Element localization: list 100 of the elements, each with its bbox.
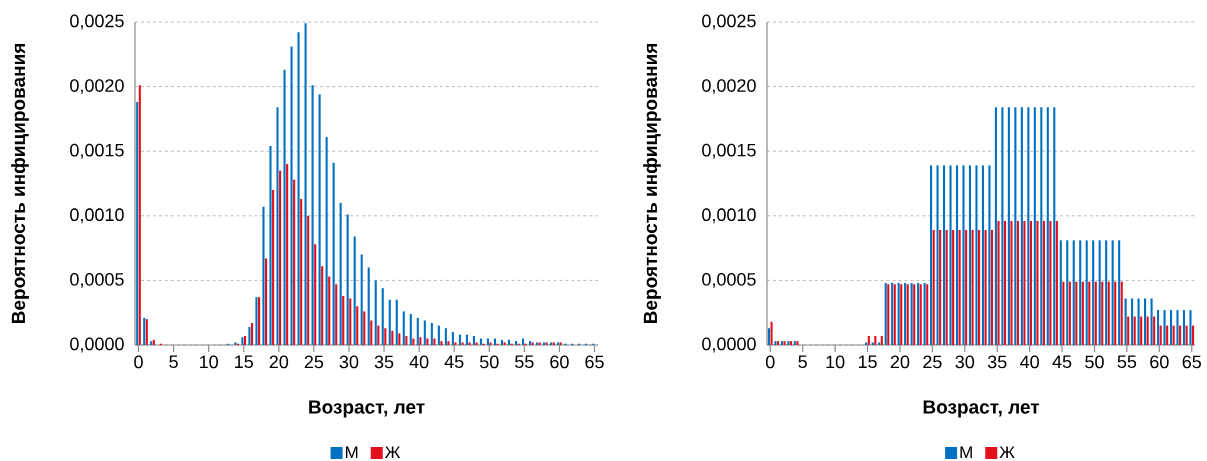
bar — [370, 320, 373, 345]
bar — [942, 165, 946, 345]
y-tick-label: 0,0000 — [702, 337, 756, 353]
bar — [332, 162, 335, 345]
bar — [314, 244, 317, 345]
bar — [1150, 298, 1153, 345]
bar — [968, 165, 972, 345]
bar — [1046, 107, 1049, 345]
bar — [419, 337, 422, 345]
x-tick-label: 0 — [134, 355, 143, 369]
bar — [451, 332, 454, 345]
bar — [1055, 220, 1058, 345]
bar — [1127, 316, 1130, 345]
bar — [1023, 220, 1026, 345]
bar — [444, 328, 447, 345]
bar — [304, 23, 307, 345]
bar — [1014, 107, 1017, 345]
bar — [262, 206, 265, 345]
bar — [1118, 240, 1121, 345]
bar — [997, 220, 1000, 345]
bar — [981, 165, 984, 345]
bar — [1059, 240, 1062, 345]
bar — [939, 230, 942, 345]
bar — [1066, 240, 1069, 345]
bar — [1085, 240, 1088, 345]
x-axis-title: Возраст, лет — [923, 400, 1040, 418]
bar — [136, 102, 139, 345]
bar — [356, 306, 359, 345]
x-tick-label: 55 — [515, 355, 534, 369]
bar — [388, 299, 391, 345]
x-tick-label: 65 — [1182, 355, 1202, 369]
y-tick-label: 0,0005 — [702, 272, 756, 288]
bar — [1007, 107, 1010, 345]
bar — [402, 311, 405, 345]
bar — [1107, 281, 1110, 345]
bar — [318, 94, 321, 345]
bar — [1111, 240, 1114, 345]
bar — [945, 230, 948, 345]
bar — [447, 341, 450, 345]
bar — [437, 325, 440, 345]
bar — [374, 280, 377, 345]
bar — [1016, 220, 1020, 345]
bar — [865, 342, 868, 345]
bar — [1156, 310, 1160, 345]
bar — [1042, 220, 1045, 345]
bar — [328, 276, 331, 345]
y-tick-label: 0,0020 — [70, 79, 124, 95]
bar — [1146, 316, 1149, 345]
bar — [936, 165, 939, 345]
bar — [377, 325, 380, 345]
bar — [472, 335, 475, 345]
y-tick-label: 0,0010 — [70, 208, 124, 224]
bar — [409, 313, 412, 345]
x-tick-label: 0 — [765, 355, 775, 369]
bar — [767, 328, 770, 345]
bar — [430, 323, 433, 345]
y-tick-label: 0,0015 — [702, 143, 756, 159]
bar — [1176, 310, 1179, 345]
bar — [994, 107, 997, 345]
x-tick-label: 25 — [304, 355, 324, 369]
bar — [321, 266, 324, 345]
bar — [1020, 107, 1023, 345]
bar — [1124, 298, 1127, 345]
bar — [279, 170, 282, 345]
bar — [1081, 281, 1084, 345]
legend-label: Ж — [384, 446, 401, 459]
bar — [381, 288, 384, 345]
bar — [475, 342, 478, 345]
x-tick-label: 50 — [1085, 355, 1104, 369]
x-tick-label: 45 — [444, 355, 464, 369]
bar — [878, 342, 881, 345]
bar — [990, 230, 994, 345]
bar — [468, 342, 471, 345]
bar — [1001, 107, 1004, 345]
bar — [1068, 281, 1071, 345]
bar — [440, 341, 443, 345]
legend-label: Ж — [999, 446, 1015, 459]
x-tick-label: 60 — [1150, 355, 1169, 369]
x-tick-label: 15 — [858, 355, 877, 369]
bar — [300, 199, 303, 345]
bar — [1131, 298, 1134, 345]
bar — [1072, 240, 1075, 345]
bar — [367, 267, 370, 345]
bar — [1003, 220, 1007, 345]
bar — [1079, 240, 1082, 345]
bar — [1144, 298, 1147, 345]
bar — [952, 230, 955, 345]
bar — [489, 342, 492, 345]
bar — [283, 69, 286, 345]
bar — [962, 165, 965, 345]
bar — [949, 165, 952, 345]
x-tick-label: 30 — [339, 355, 359, 369]
bar — [1179, 325, 1182, 345]
bar — [339, 202, 342, 345]
bar — [1098, 240, 1101, 345]
bar — [405, 335, 408, 345]
bar — [1094, 281, 1097, 345]
bar — [975, 165, 978, 345]
bar — [423, 320, 426, 345]
bar — [1172, 325, 1175, 345]
